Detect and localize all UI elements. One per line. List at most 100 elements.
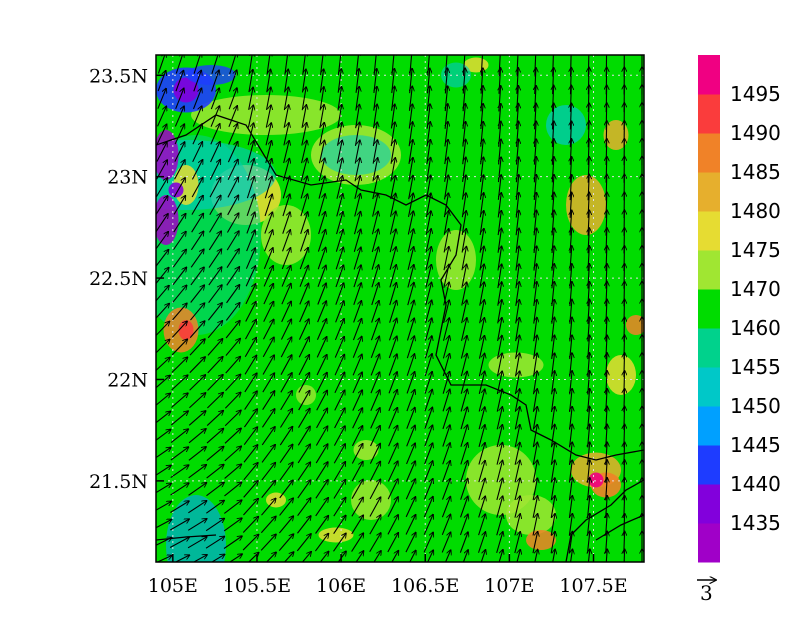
wind-vector bbox=[496, 460, 503, 483]
wind-vector bbox=[425, 211, 431, 235]
wind-vector bbox=[191, 213, 204, 233]
wind-vector bbox=[354, 176, 360, 199]
wind-vector bbox=[189, 357, 205, 374]
contour-region bbox=[156, 130, 179, 180]
wind-vector bbox=[192, 555, 207, 562]
wind-vector bbox=[315, 426, 327, 446]
wind-vector bbox=[300, 158, 307, 181]
y-tick-label: 22N bbox=[107, 369, 148, 391]
colorbar-swatch bbox=[698, 367, 720, 407]
wind-vector bbox=[169, 519, 189, 531]
wind-vector bbox=[190, 231, 203, 251]
wind-vector bbox=[478, 478, 485, 500]
wind-vector bbox=[242, 516, 258, 533]
wind-vector bbox=[370, 390, 380, 411]
wind-vector bbox=[207, 303, 222, 321]
wind-vector bbox=[478, 389, 485, 412]
wind-vector bbox=[318, 158, 325, 182]
wind-vector bbox=[264, 194, 272, 217]
wind-vector bbox=[316, 354, 327, 376]
wind-vector bbox=[406, 407, 415, 429]
wind-vector bbox=[387, 533, 399, 553]
wind-vector bbox=[353, 229, 360, 252]
wind-vector bbox=[336, 140, 342, 164]
vector-reference: 3 bbox=[697, 580, 716, 605]
wind-vector bbox=[279, 409, 292, 428]
wind-vector bbox=[282, 194, 290, 217]
wind-vector bbox=[298, 337, 309, 358]
wind-vector bbox=[351, 515, 364, 535]
wind-vector bbox=[243, 463, 258, 481]
wind-vector bbox=[224, 446, 242, 462]
wind-vector bbox=[441, 514, 450, 536]
wind-vector bbox=[226, 285, 240, 304]
wind-vector bbox=[245, 248, 255, 269]
wind-vector bbox=[442, 407, 450, 430]
wind-vector bbox=[263, 301, 274, 322]
colorbar-label: 1495 bbox=[730, 82, 781, 106]
wind-vector bbox=[207, 357, 223, 374]
wind-vector bbox=[423, 532, 433, 553]
wind-vector bbox=[157, 55, 165, 74]
wind-vector bbox=[279, 426, 292, 446]
wind-vector bbox=[478, 514, 486, 536]
wind-vector bbox=[334, 408, 345, 429]
wind-vector bbox=[156, 339, 170, 354]
wind-vector bbox=[316, 372, 327, 393]
wind-vector bbox=[225, 303, 240, 321]
wind-vector bbox=[209, 213, 222, 233]
wind-vector bbox=[335, 301, 344, 323]
wind-vector bbox=[297, 444, 310, 464]
wind-vector bbox=[370, 354, 379, 376]
wind-vector bbox=[387, 515, 398, 535]
wind-vector bbox=[191, 195, 203, 215]
wind-vector bbox=[301, 140, 307, 164]
wind-vector bbox=[243, 481, 258, 498]
wind-vector bbox=[479, 264, 484, 289]
wind-vector bbox=[533, 549, 538, 562]
wind-vector bbox=[209, 195, 221, 216]
wind-vector bbox=[351, 497, 363, 517]
wind-vector bbox=[171, 357, 188, 373]
wind-vector bbox=[193, 70, 202, 92]
wind-vector bbox=[300, 212, 308, 234]
wind-vector bbox=[388, 372, 397, 394]
wind-vector bbox=[224, 410, 241, 427]
wind-vector bbox=[156, 483, 172, 494]
wind-vector bbox=[333, 444, 345, 464]
y-axis: 23.5N 23N 22.5N 22N 21.5N bbox=[89, 65, 164, 493]
wind-vector bbox=[247, 123, 253, 146]
colorbar-swatch bbox=[698, 55, 720, 95]
wind-vector bbox=[424, 336, 432, 359]
wind-vector bbox=[280, 337, 291, 358]
wind-vector bbox=[156, 519, 171, 529]
wind-vector bbox=[227, 177, 238, 198]
wind-vector bbox=[388, 425, 398, 447]
wind-vector bbox=[514, 424, 520, 448]
wind-vector bbox=[532, 478, 537, 501]
wind-vector bbox=[283, 140, 290, 164]
wind-vector bbox=[208, 231, 221, 251]
x-tick-label: 107.5E bbox=[559, 575, 627, 597]
wind-vector bbox=[315, 498, 329, 517]
wind-vector bbox=[478, 496, 486, 518]
wind-vector bbox=[624, 549, 625, 562]
wind-vector bbox=[298, 390, 310, 411]
wind-vector bbox=[425, 247, 431, 271]
wind-vector bbox=[226, 213, 238, 233]
wind-vector bbox=[301, 552, 311, 562]
wind-vector bbox=[280, 391, 293, 411]
wind-vector bbox=[390, 193, 396, 217]
wind-vector bbox=[169, 537, 189, 548]
wind-vector bbox=[244, 391, 258, 410]
wind-vector bbox=[423, 514, 433, 535]
wind-vector bbox=[264, 230, 273, 252]
wind-vector bbox=[174, 555, 190, 562]
colorbar-label: 1475 bbox=[730, 238, 781, 262]
wind-vector bbox=[336, 176, 343, 199]
wind-vector bbox=[205, 536, 225, 549]
wind-vector bbox=[225, 338, 240, 356]
wind-vector bbox=[406, 443, 416, 465]
y-tick-label: 23N bbox=[107, 167, 148, 189]
